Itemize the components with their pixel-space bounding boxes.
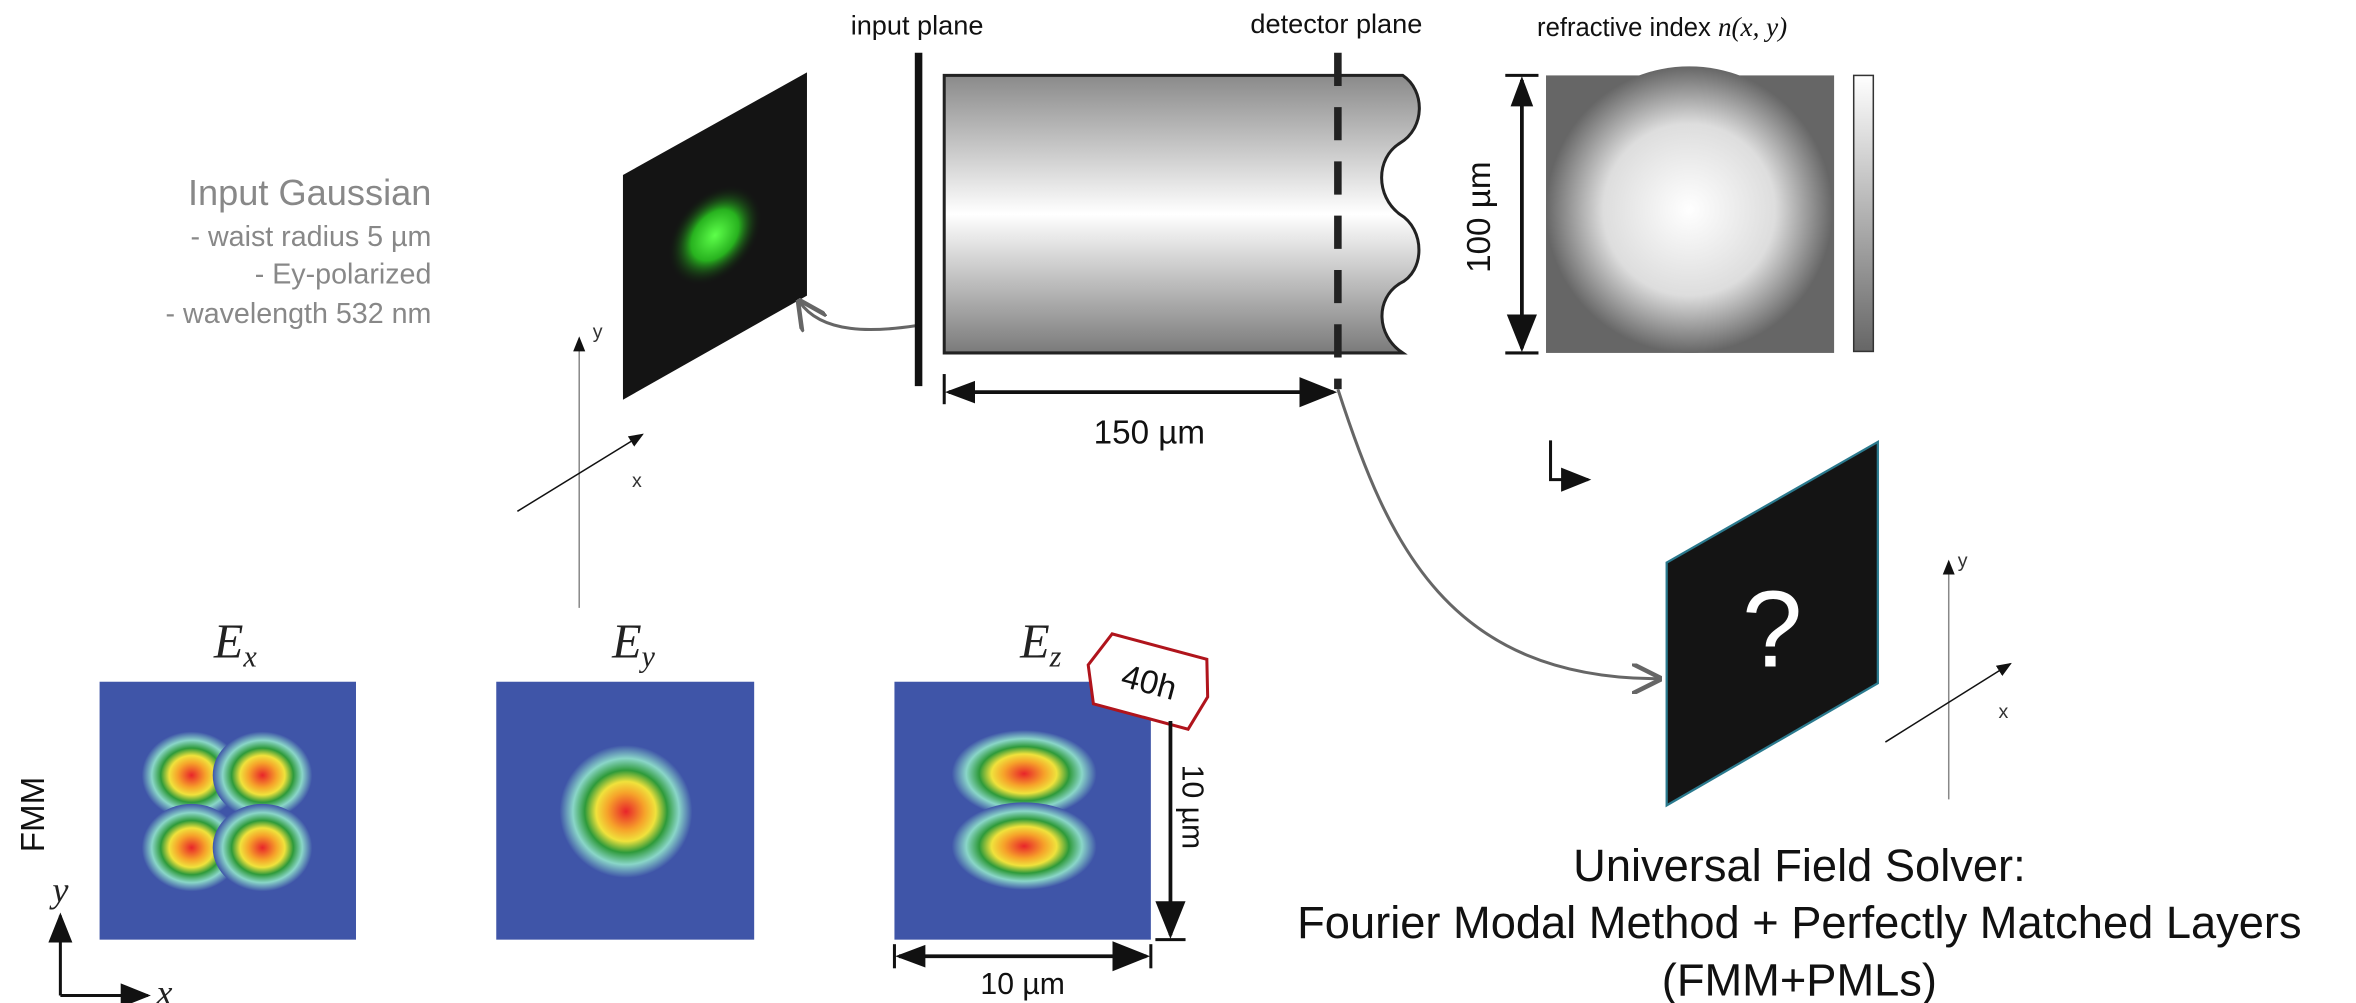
axis-label: y <box>593 321 603 343</box>
subscript: z <box>1049 640 1062 674</box>
label: refractive index <box>1537 14 1711 42</box>
field-ex <box>100 682 356 940</box>
input-title: Input Gaussian <box>188 172 431 213</box>
solver-line: (FMM+PMLs) <box>1662 954 1937 1003</box>
arrow <box>1338 389 1659 679</box>
height-label: 10 µm <box>1176 765 1209 849</box>
solver-line: Fourier Modal Method + Perfectly Matched… <box>1297 897 2301 948</box>
waveguide <box>944 75 1419 353</box>
input-detail: - wavelength 532 nm <box>166 298 432 330</box>
unknown: ? <box>1742 570 1802 691</box>
axis-label: y <box>48 870 69 910</box>
panel-label: Ez <box>1019 616 1061 674</box>
subscript: y <box>639 640 656 674</box>
length-label: 150 µm <box>1094 414 1205 451</box>
field-ez <box>894 682 1150 940</box>
axis-label: x <box>1998 701 2008 723</box>
small-axes <box>1551 440 1589 479</box>
diagram: Input Gaussian - waist radius 5 µm - Ey-… <box>0 0 2356 1003</box>
symbol: E <box>611 616 641 669</box>
height-label: 100 µm <box>1461 162 1498 273</box>
panel-label: Ex <box>213 616 257 674</box>
core <box>1546 66 1833 353</box>
field-ey <box>496 682 754 940</box>
axis-label: y <box>1958 550 1968 572</box>
page: {"setup": {"input_plane": "input plane",… <box>0 0 2356 1003</box>
lobe <box>952 802 1097 889</box>
panel-label: Ey <box>611 616 655 674</box>
solver-line: Universal Field Solver: <box>1573 840 2026 891</box>
axis-label: x <box>632 470 642 492</box>
lobe <box>213 804 313 891</box>
colorbar <box>1854 75 1874 351</box>
symbol: E <box>1019 616 1049 669</box>
input-detail: - waist radius 5 µm <box>190 221 431 253</box>
symbol: n(x, y) <box>1718 12 1787 42</box>
width-label: 10 µm <box>980 968 1064 1001</box>
axis <box>517 434 642 511</box>
symbol: E <box>213 616 243 669</box>
input-detail: - Ey-polarized <box>255 259 432 291</box>
panel <box>100 682 356 940</box>
subscript: x <box>242 640 257 674</box>
method-label: FMM <box>15 777 52 853</box>
axis-label: x <box>155 973 172 1003</box>
arrow <box>799 302 915 330</box>
detector-plane-label: detector plane <box>1250 8 1422 39</box>
lobe <box>560 745 693 878</box>
refractive-index-label: refractive index n(x, y) <box>1537 12 1787 42</box>
input-plane-label: input plane <box>851 10 984 41</box>
